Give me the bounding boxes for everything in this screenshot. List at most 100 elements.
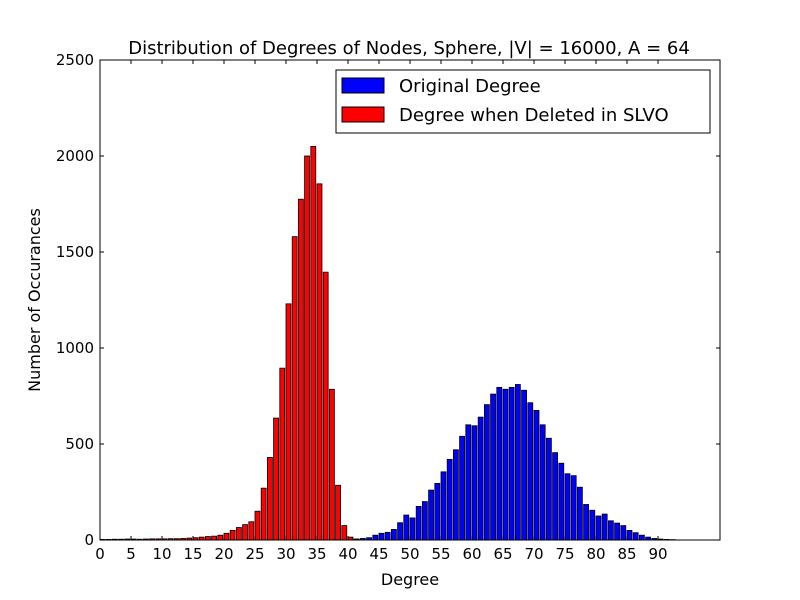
bar <box>483 404 490 541</box>
bar <box>235 527 242 541</box>
bar <box>254 510 261 541</box>
bar <box>527 402 534 541</box>
y-tick-label: 500 <box>65 435 94 453</box>
bar <box>477 416 484 541</box>
bar <box>304 155 310 541</box>
x-tick-label: 30 <box>276 545 295 563</box>
bar <box>639 534 645 541</box>
legend-swatch-original <box>341 77 385 94</box>
bar <box>632 532 639 541</box>
bar <box>403 514 410 541</box>
bar <box>211 535 217 541</box>
bar <box>285 303 292 541</box>
x-tick-label: 55 <box>431 545 450 563</box>
y-tick-label: 1500 <box>56 243 94 261</box>
x-tick-label: 35 <box>307 545 326 563</box>
bar <box>390 529 397 541</box>
legend-box <box>335 69 711 134</box>
legend-swatch-deleted <box>341 106 385 123</box>
x-tick-label: 90 <box>648 545 667 563</box>
x-axis-label: Degree <box>381 570 439 589</box>
bar <box>620 525 627 541</box>
bar <box>539 424 546 541</box>
bar <box>496 386 503 541</box>
bar <box>558 462 565 541</box>
bar <box>446 458 453 541</box>
bar <box>434 482 441 541</box>
bar <box>217 534 224 541</box>
bar <box>471 425 478 541</box>
bar <box>335 484 341 541</box>
bar <box>384 531 391 541</box>
x-tick-label: 85 <box>617 545 636 563</box>
y-tick-label: 2500 <box>56 51 94 69</box>
bar <box>204 536 211 541</box>
bar <box>291 236 298 541</box>
bar <box>316 183 323 541</box>
bar <box>595 515 602 541</box>
bar <box>440 471 447 541</box>
x-tick-label: 70 <box>524 545 543 563</box>
y-tick-label: 1000 <box>56 339 94 357</box>
bar <box>508 386 515 541</box>
bar <box>248 521 255 541</box>
legend-label-deleted: Degree when Deleted in SLVO <box>399 105 669 126</box>
bar <box>465 424 472 541</box>
x-tick-label: 65 <box>493 545 512 563</box>
bar <box>552 452 558 541</box>
x-tick-label: 20 <box>214 545 233 563</box>
y-axis: 0 500 1000 1500 2000 2500 <box>56 51 720 549</box>
x-tick-label: 75 <box>555 545 574 563</box>
bar <box>452 449 459 541</box>
bar <box>428 489 434 541</box>
x-tick-label: 0 <box>95 545 105 563</box>
bar <box>310 145 317 541</box>
x-tick-label: 10 <box>152 545 171 563</box>
bar <box>490 393 496 541</box>
x-tick-label: 15 <box>183 545 202 563</box>
bar <box>515 384 521 541</box>
legend: Original Degree Degree when Deleted in S… <box>335 69 711 134</box>
x-tick-label: 60 <box>462 545 481 563</box>
chart-title: Distribution of Degrees of Nodes, Sphere… <box>128 38 690 59</box>
bar <box>570 475 577 541</box>
bar <box>328 388 335 541</box>
bar <box>378 532 385 541</box>
bar <box>229 530 236 541</box>
bar <box>279 367 286 541</box>
bar <box>577 486 583 541</box>
x-tick-label: 80 <box>586 545 605 563</box>
x-axis: 0 5 10 15 20 25 30 35 40 45 50 55 60 65 70 75 80 85 90 <box>95 60 668 563</box>
bar <box>266 457 273 541</box>
x-tick-label: 45 <box>369 545 388 563</box>
x-tick-label: 50 <box>400 545 419 563</box>
y-tick-label: 2000 <box>56 147 94 165</box>
bar <box>421 501 428 541</box>
bar <box>341 525 348 541</box>
bar <box>564 473 571 541</box>
bar <box>502 388 509 541</box>
bar <box>273 417 279 541</box>
bar <box>626 530 633 541</box>
bar <box>297 198 304 541</box>
bar <box>459 435 465 541</box>
y-tick-label: 0 <box>84 531 94 549</box>
bar <box>260 487 267 541</box>
bar <box>583 504 589 541</box>
bar <box>397 522 403 541</box>
y-axis-label: Number of Occurances <box>25 208 44 392</box>
x-tick-label: 40 <box>338 545 357 563</box>
x-tick-label: 5 <box>126 545 136 563</box>
bar <box>601 513 608 541</box>
bar <box>322 271 329 541</box>
bar <box>372 534 379 541</box>
bar <box>223 532 230 541</box>
bar <box>546 437 552 541</box>
bar <box>521 389 527 541</box>
legend-label-original: Original Degree <box>399 76 541 97</box>
bar <box>608 520 614 541</box>
bar <box>415 505 422 541</box>
bar <box>533 409 540 541</box>
bars <box>99 145 676 541</box>
